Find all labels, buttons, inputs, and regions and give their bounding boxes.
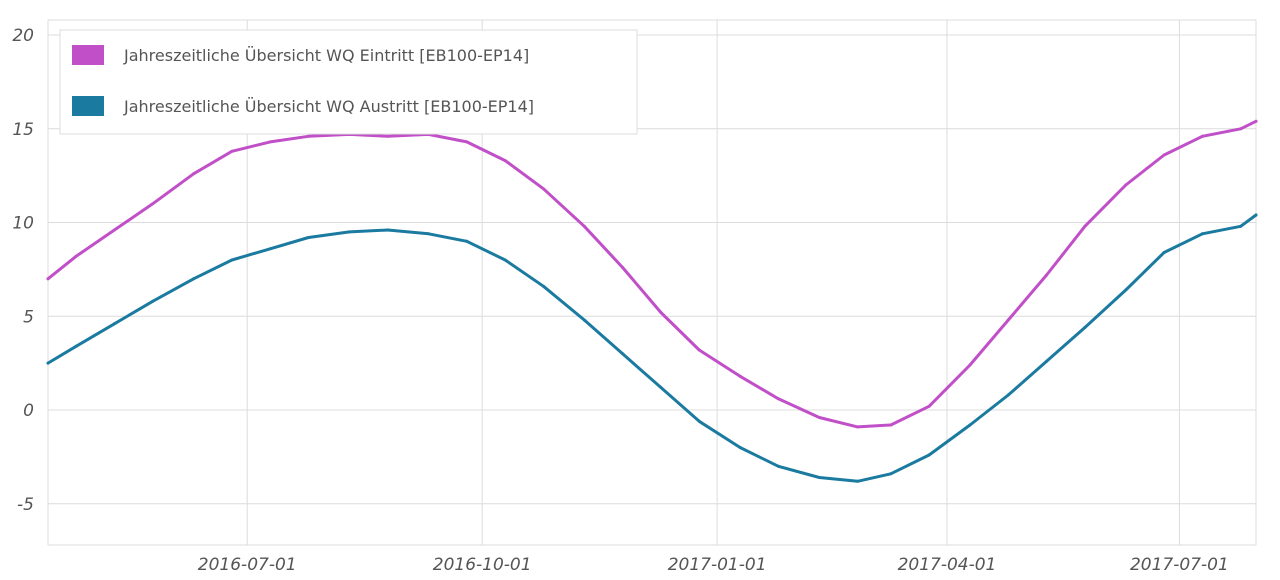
data-point-eintritt: [817, 416, 821, 419]
x-tick-label: 2016-10-01: [433, 555, 532, 575]
y-tick-label: -5: [17, 495, 34, 515]
data-point-eintritt: [697, 348, 701, 352]
legend-label-austritt[interactable]: Jahreszeitliche Übersicht WQ Austritt [E…: [123, 97, 534, 116]
data-point-austritt: [465, 239, 469, 243]
y-tick-label: 0: [23, 401, 34, 421]
data-point-eintritt: [1045, 273, 1049, 277]
legend-box: [59, 29, 638, 135]
data-point-austritt: [541, 284, 545, 288]
data-point-austritt: [582, 318, 586, 322]
data-point-eintritt: [1124, 183, 1128, 187]
data-point-eintritt: [738, 374, 742, 378]
data-point-eintritt: [230, 149, 234, 153]
data-point-austritt: [1162, 251, 1166, 254]
legend-swatch-eintritt[interactable]: [72, 45, 104, 65]
data-point-eintritt: [968, 363, 972, 367]
data-point-eintritt: [74, 254, 78, 258]
data-point-eintritt: [112, 228, 116, 232]
data-point-austritt: [46, 361, 50, 365]
data-point-austritt: [1006, 393, 1010, 397]
data-point-austritt: [927, 453, 931, 457]
axes: -5 0 5 10 15 20 2016-07-01 2016-10-01 2017-01-01…: [12, 26, 1228, 575]
data-point-austritt: [268, 247, 272, 251]
data-point-austritt: [856, 479, 860, 483]
data-point-austritt: [738, 446, 742, 449]
data-point-austritt: [306, 236, 310, 239]
legend[interactable]: Jahreszeitliche Übersicht WQ Eintritt [E…: [59, 29, 638, 135]
data-point-eintritt: [465, 140, 469, 144]
y-tick-label: 5: [23, 307, 34, 327]
data-point-eintritt: [1083, 224, 1087, 228]
data-point-austritt: [386, 228, 390, 232]
data-point-eintritt: [268, 140, 272, 144]
data-point-austritt: [659, 386, 663, 389]
series-lines: [46, 119, 1258, 483]
y-tick-label: 20: [12, 26, 34, 46]
x-tick-label: 2017-01-01: [668, 555, 767, 575]
data-point-austritt: [968, 423, 972, 427]
legend-label-eintritt[interactable]: Jahreszeitliche Übersicht WQ Eintritt [E…: [123, 46, 529, 65]
data-point-eintritt: [192, 172, 196, 176]
x-tick-label: 2017-04-01: [898, 555, 997, 575]
data-point-eintritt: [386, 134, 390, 138]
data-point-eintritt: [889, 423, 893, 427]
data-point-eintritt: [927, 404, 931, 408]
data-point-austritt: [230, 258, 234, 262]
data-point-austritt: [112, 322, 116, 326]
data-point-eintritt: [659, 311, 663, 314]
data-point-austritt: [151, 299, 155, 303]
data-point-eintritt: [306, 134, 310, 138]
data-point-austritt: [1200, 232, 1204, 236]
data-point-austritt: [347, 230, 351, 234]
data-point-eintritt: [1254, 119, 1258, 123]
data-point-eintritt: [541, 187, 545, 191]
x-tick-label: 2017-07-01: [1130, 555, 1229, 575]
data-point-austritt: [1045, 359, 1049, 363]
series-line-austritt[interactable]: [46, 213, 1258, 483]
data-point-austritt: [621, 352, 625, 356]
data-point-austritt: [192, 277, 196, 281]
plot-frame: [47, 19, 1257, 546]
data-point-eintritt: [582, 224, 586, 228]
data-point-eintritt: [1162, 153, 1166, 157]
data-point-austritt: [1124, 288, 1128, 292]
data-point-austritt: [74, 344, 78, 348]
data-point-eintritt: [776, 397, 780, 401]
data-point-austritt: [1239, 224, 1243, 228]
data-point-austritt: [889, 472, 893, 476]
data-point-eintritt: [1006, 318, 1010, 322]
data-point-austritt: [427, 232, 431, 236]
data-point-eintritt: [1200, 134, 1204, 138]
data-point-eintritt: [151, 202, 155, 206]
data-point-austritt: [776, 464, 780, 468]
data-point-eintritt: [856, 425, 860, 429]
data-point-austritt: [817, 476, 821, 479]
legend-swatch-austritt[interactable]: [72, 96, 104, 116]
data-point-eintritt: [621, 266, 625, 269]
data-point-austritt: [1083, 326, 1087, 329]
data-point-eintritt: [1239, 127, 1243, 131]
y-tick-label: 10: [12, 214, 34, 234]
x-tick-label: 2016-07-01: [198, 555, 297, 575]
data-point-eintritt: [503, 159, 507, 163]
y-tick-label: 15: [12, 120, 34, 140]
data-point-austritt: [1254, 213, 1258, 217]
data-point-eintritt: [46, 277, 50, 281]
data-point-austritt: [697, 419, 701, 423]
data-point-austritt: [503, 258, 507, 262]
